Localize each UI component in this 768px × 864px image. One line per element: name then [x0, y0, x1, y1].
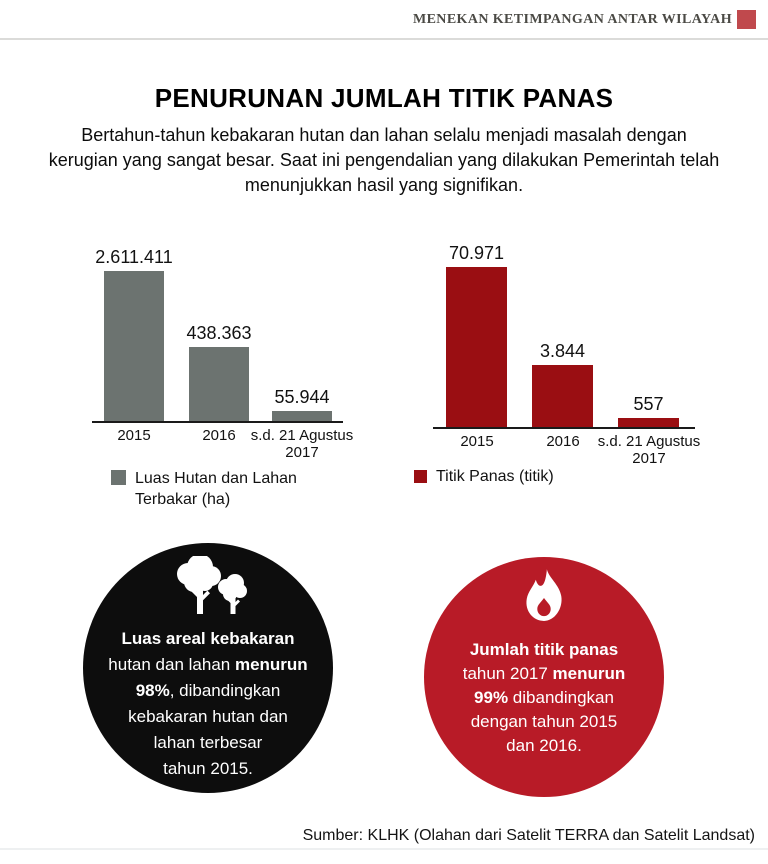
- chart-burned-area: 2.611.411 438.363 55.944: [92, 244, 343, 421]
- stat-line: lahan terbesar: [153, 733, 263, 752]
- stat-circle-burned-area: Luas areal kebakaran hutan dan lahan men…: [83, 543, 333, 793]
- text-segment-bold: 98%: [135, 681, 170, 700]
- bar-value-label: 2.611.411: [95, 247, 173, 267]
- bar-burned-2016: [189, 347, 249, 421]
- text-segment: dibandingkan: [508, 688, 614, 707]
- stat-line: 99% dibandingkan: [424, 686, 664, 710]
- header-divider: [0, 38, 768, 40]
- legend-label: Luas Hutan dan Lahan Terbakar (ha): [135, 470, 297, 508]
- bar-value-label: 70.971: [448, 243, 505, 263]
- bar-group-2017: 55.944: [272, 387, 332, 421]
- stat-line: tahun 2015.: [163, 759, 253, 778]
- x-axis-burned-area: [92, 421, 343, 423]
- bar-group-2017: 557: [618, 394, 679, 427]
- bar-hotspot-2016: [532, 365, 593, 427]
- bar-hotspot-2017: [618, 418, 679, 427]
- stat-line: tahun 2017 menurun: [424, 662, 664, 686]
- flame-inner-drop: [537, 597, 551, 617]
- text-segment: hutan dan lahan: [108, 655, 235, 674]
- text-segment: tahun 2017: [462, 664, 553, 683]
- legend-label: Titik Panas (titik): [436, 468, 554, 485]
- intro-paragraph: Bertahun-tahun kebakaran hutan dan lahan…: [0, 123, 768, 198]
- stat-line: Luas areal kebakaran: [121, 629, 295, 648]
- chart-hotspots: 70.971 3.844 557: [433, 243, 695, 427]
- bar-group-2015: 2.611.411: [95, 247, 173, 421]
- page-kicker: MENEKAN KETIMPANGAN ANTAR WILAYAH: [412, 12, 732, 27]
- stat-line: dengan tahun 2015: [470, 712, 618, 731]
- legend-hotspots: Titik Panas (titik): [414, 466, 554, 487]
- stat-line: hutan dan lahan menurun: [83, 652, 333, 678]
- kicker-accent-square: [737, 10, 756, 29]
- bar-group-2016: 3.844: [532, 341, 593, 427]
- bar-value-label: 557: [633, 394, 664, 414]
- x-tick-label: s.d. 21 Agustus 2017: [597, 433, 701, 467]
- bar-group-2015: 70.971: [446, 243, 507, 427]
- x-tick-label: 2016: [546, 433, 580, 450]
- text-segment-bold: 99%: [474, 688, 509, 707]
- intro-line: kerugian yang sangat besar. Saat ini pen…: [48, 150, 720, 170]
- text-segment: , dibandingkan: [169, 681, 281, 700]
- page-title: PENURUNAN JUMLAH TITIK PANAS: [154, 83, 614, 113]
- bar-burned-2015: [104, 271, 164, 421]
- x-axis-hotspots: [433, 427, 695, 429]
- legend-swatch-red: [414, 470, 427, 483]
- flame-icon: [526, 569, 562, 621]
- bar-value-label: 55.944: [274, 387, 330, 407]
- bar-hotspot-2015: [446, 267, 507, 427]
- stat-line: kebakaran hutan dan: [128, 707, 288, 726]
- text-segment-bold: menurun: [234, 655, 308, 674]
- x-tick-label: 2016: [202, 427, 236, 444]
- stat-text-burned-area: Luas areal kebakaran hutan dan lahan men…: [83, 626, 333, 782]
- stat-line: Jumlah titik panas: [469, 640, 619, 659]
- intro-line: Bertahun-tahun kebakaran hutan dan lahan…: [81, 125, 687, 145]
- stat-circle-hotspots: Jumlah titik panas tahun 2017 menurun 99…: [424, 557, 664, 797]
- x-tick-label: 2015: [460, 433, 494, 450]
- stat-line: 98%, dibandingkan: [83, 678, 333, 704]
- stat-text-hotspots: Jumlah titik panas tahun 2017 menurun 99…: [424, 638, 664, 758]
- source-attribution: Sumber: KLHK (Olahan dari Satelit TERRA …: [302, 827, 755, 844]
- bottom-divider: [0, 848, 768, 850]
- text-segment-bold: menurun: [552, 664, 626, 683]
- legend-swatch-gray: [111, 470, 126, 485]
- stat-line: dan 2016.: [506, 736, 582, 755]
- bar-value-label: 3.844: [539, 341, 586, 361]
- bar-burned-2017: [272, 411, 332, 421]
- bar-value-label: 438.363: [186, 323, 252, 343]
- intro-line: menunjukkan hasil yang signifikan.: [244, 175, 524, 195]
- trees-icon: [177, 556, 247, 614]
- bar-group-2016: 438.363: [186, 323, 252, 421]
- x-tick-label: s.d. 21 Agustus 2017: [250, 427, 354, 461]
- x-tick-label: 2015: [117, 427, 151, 444]
- legend-burned-area: Luas Hutan dan Lahan Terbakar (ha): [111, 468, 297, 510]
